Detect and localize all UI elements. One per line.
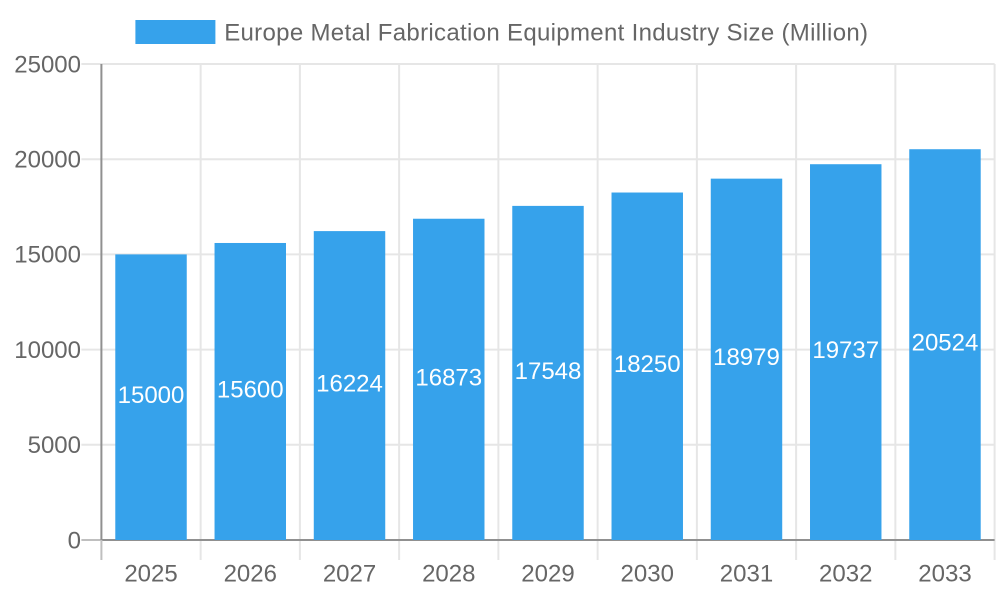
svg-text:18250: 18250 <box>614 351 681 378</box>
svg-text:2028: 2028 <box>422 561 475 588</box>
svg-text:2032: 2032 <box>819 561 872 588</box>
svg-text:2031: 2031 <box>720 561 773 588</box>
svg-text:5000: 5000 <box>28 432 81 459</box>
svg-text:25000: 25000 <box>14 51 81 78</box>
svg-text:2027: 2027 <box>323 561 376 588</box>
svg-text:15000: 15000 <box>14 242 81 269</box>
svg-text:2026: 2026 <box>224 561 277 588</box>
svg-text:16224: 16224 <box>316 370 383 397</box>
svg-text:19737: 19737 <box>812 337 879 364</box>
svg-text:2029: 2029 <box>521 561 574 588</box>
svg-text:20000: 20000 <box>14 147 81 174</box>
svg-text:18979: 18979 <box>713 344 780 371</box>
svg-text:2025: 2025 <box>124 561 177 588</box>
svg-text:15600: 15600 <box>217 376 284 403</box>
svg-text:17548: 17548 <box>515 358 582 385</box>
svg-text:16873: 16873 <box>415 364 482 391</box>
svg-text:20524: 20524 <box>912 330 979 357</box>
svg-text:0: 0 <box>68 527 81 554</box>
svg-text:2033: 2033 <box>918 561 971 588</box>
svg-text:10000: 10000 <box>14 337 81 364</box>
svg-text:Europe Metal Fabrication Equip: Europe Metal Fabrication Equipment Indus… <box>224 19 868 46</box>
svg-text:15000: 15000 <box>118 382 185 409</box>
svg-text:2030: 2030 <box>621 561 674 588</box>
